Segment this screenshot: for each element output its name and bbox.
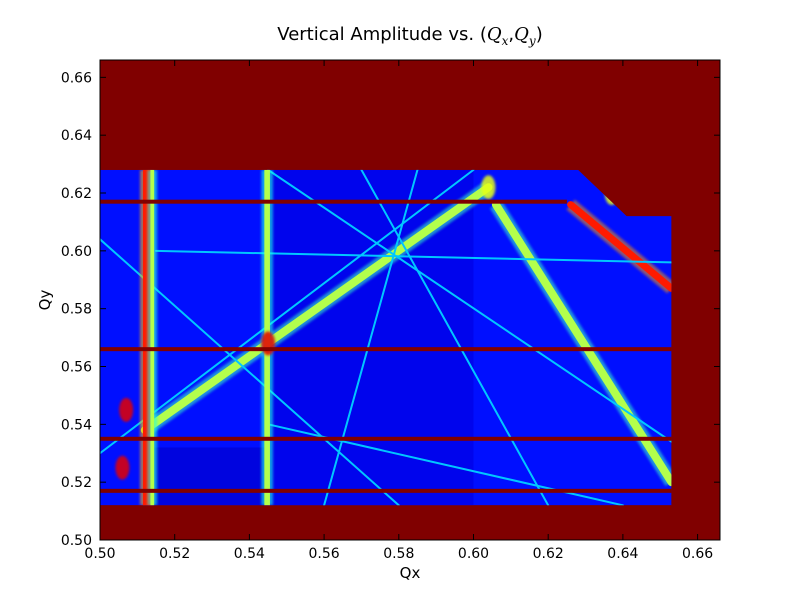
data-dark-patch [144,447,269,506]
x-tick-label: 0.66 [682,546,713,562]
title-open-paren: ( [480,24,487,45]
y-tick-label: 0.54 [61,417,92,433]
x-tick-label: 0.52 [159,546,190,562]
data-region [100,169,672,506]
y-tick-label: 0.56 [61,360,92,376]
y-tick-label: 0.58 [61,302,92,318]
x-tick-label: 0.56 [309,546,340,562]
y-tick-label: 0.52 [61,475,92,491]
saturated-line [100,199,567,204]
saturated-line [100,347,672,352]
resonance-line [140,183,493,435]
x-tick-label: 0.62 [533,546,564,562]
saturated-line [100,436,672,441]
x-axis-ticks: 0.50 0.52 0.54 0.56 0.58 0.60 0.62 0.64 0.66 [84,60,713,562]
y-tick-label: 0.62 [61,186,92,202]
resonance-line [491,200,672,487]
title-qx-subscript: x [502,34,509,48]
x-tick-label: 0.60 [458,546,489,562]
plot-frame [99,59,721,541]
hot-spot [119,397,134,422]
y-tick-label: 0.60 [61,244,92,260]
resonance-line [323,169,419,506]
x-tick-label: 0.64 [607,546,638,562]
resonance-line [155,249,672,264]
y-tick-label: 0.66 [61,70,92,86]
resonance-line [267,169,672,443]
x-axis-label: Qx [400,564,421,582]
y-axis-ticks: 0.50 0.52 0.54 0.56 0.58 0.60 0.62 0.64 0.66 [61,70,720,549]
chart-title-text: Vertical Amplitude vs. [277,24,480,45]
title-qy-subscript: y [528,34,536,48]
saturated-line [100,488,672,493]
x-tick-label: 0.58 [383,546,414,562]
resonance-line [360,169,550,506]
y-axis-label: Qy [36,290,54,311]
y-tick-label: 0.50 [61,533,92,549]
x-tick-label: 0.54 [234,546,265,562]
title-close-paren: ) [536,24,543,45]
hot-spot [481,175,496,200]
chart-title: Vertical Amplitude vs. (Qx,Qy) [277,24,542,48]
title-qx-symbol: Q [487,24,502,45]
hot-spot [261,331,276,356]
hot-spot [115,455,130,480]
plot-area [100,60,720,540]
resonance-line [567,201,672,292]
vertical-band [142,169,151,506]
resonance-line [100,169,475,455]
vertical-band [150,169,155,506]
data-fill-group [100,169,672,506]
y-tick-label: 0.64 [61,128,92,144]
title-qy-symbol: Q [514,24,529,45]
title-comma: , [508,24,514,45]
x-tick-label: 0.50 [84,546,115,562]
